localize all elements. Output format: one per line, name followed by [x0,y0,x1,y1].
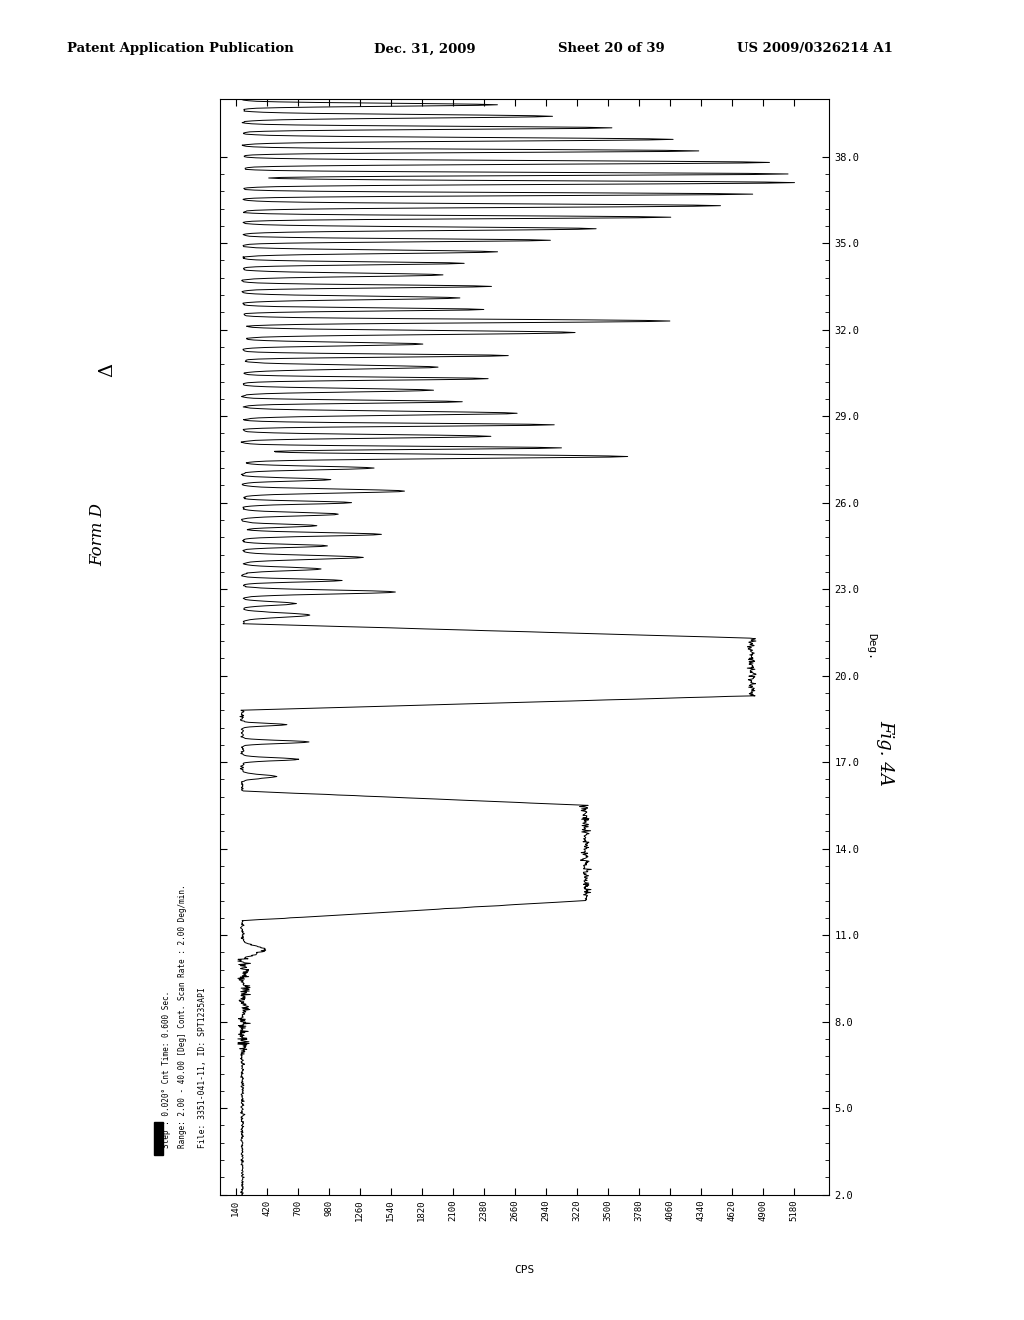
Text: Δ: Δ [98,363,117,376]
Text: Form D: Form D [89,503,105,566]
X-axis label: CPS: CPS [515,1266,535,1275]
Text: Fig. 4A: Fig. 4A [877,719,895,785]
Text: Step : 0.020° Cnt Time: 0.600 Sec.: Step : 0.020° Cnt Time: 0.600 Sec. [163,991,171,1148]
Text: Range: 2.00 - 40.00 [Deg] Cont. Scan Rate : 2.00 Deg/min.: Range: 2.00 - 40.00 [Deg] Cont. Scan Rat… [178,884,186,1148]
Text: US 2009/0326214 A1: US 2009/0326214 A1 [737,42,893,55]
Text: Sheet 20 of 39: Sheet 20 of 39 [558,42,665,55]
Y-axis label: Deg.: Deg. [866,634,876,660]
Text: Patent Application Publication: Patent Application Publication [67,42,293,55]
Text: File: 3351-041-11, ID: SPT1235API: File: 3351-041-11, ID: SPT1235API [199,987,207,1148]
Text: Dec. 31, 2009: Dec. 31, 2009 [374,42,475,55]
